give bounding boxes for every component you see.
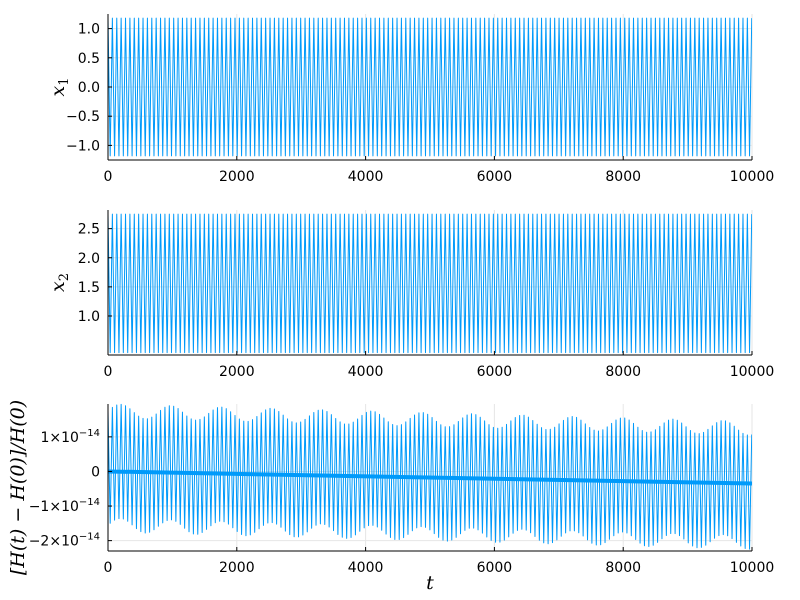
x-tick-label: 4000 bbox=[348, 169, 384, 185]
subplot-1: 0 2000 4000 6000 8000 10000 −1.0 −0.5 0.0 0.5 1.0 x… bbox=[47, 14, 774, 185]
series-line-1 bbox=[108, 213, 752, 354]
x-tick-label: 4000 bbox=[348, 560, 384, 576]
y-tick-label: 2.0 bbox=[78, 251, 100, 267]
subplot-3: 0 2000 4000 6000 8000 10000 −2×10−14 −1×10−14 0 1… bbox=[7, 400, 774, 594]
y-tick-label: 1.0 bbox=[78, 22, 100, 38]
x-tick-label: 0 bbox=[104, 560, 113, 576]
axes-frame bbox=[107, 404, 752, 552]
x-tick-label: 4000 bbox=[348, 364, 384, 380]
series-line-1 bbox=[108, 17, 752, 157]
y-tick-label: −1×10−14 bbox=[29, 497, 100, 515]
y-tick-label: 0 bbox=[91, 464, 100, 480]
y-tick-label: 1.0 bbox=[78, 309, 100, 325]
series-group bbox=[108, 213, 752, 354]
series-group bbox=[108, 17, 752, 157]
axes-frame bbox=[107, 210, 752, 356]
x-tick-label: 8000 bbox=[605, 364, 641, 380]
x-tick-label: 10000 bbox=[730, 169, 775, 185]
series-group bbox=[108, 403, 752, 550]
x-tick-label: 2000 bbox=[219, 364, 255, 380]
x-tick-label: 10000 bbox=[730, 560, 775, 576]
y-tick-label: 0.5 bbox=[78, 51, 100, 67]
x-tick-label: 8000 bbox=[605, 560, 641, 576]
y-tick-label: 0.0 bbox=[78, 80, 100, 96]
y-tick-label: 1.5 bbox=[78, 280, 100, 296]
y-tick-label: 1×10−14 bbox=[40, 428, 100, 446]
grid bbox=[107, 210, 753, 355]
x-tick-label: 6000 bbox=[477, 364, 513, 380]
y-tick-label: −2×10−14 bbox=[29, 532, 100, 550]
x-tick-label: 10000 bbox=[730, 364, 775, 380]
series-line-1 bbox=[108, 403, 752, 550]
y-tick-label: −0.5 bbox=[66, 109, 100, 125]
y-axis-label: x1 bbox=[47, 78, 72, 97]
x-tick-label: 2000 bbox=[219, 560, 255, 576]
x-tick-label: 0 bbox=[104, 364, 113, 380]
y-axis-label: [H(t) − H(0)]/H(0) bbox=[7, 400, 29, 575]
y-tick-label: −1.0 bbox=[66, 138, 100, 154]
x-tick-label: 6000 bbox=[477, 169, 513, 185]
subplot-2: 0 2000 4000 6000 8000 10000 1.0 1.5 2.0 2.5 x2 bbox=[47, 210, 774, 380]
x-tick-label: 2000 bbox=[219, 169, 255, 185]
y-tick-label: 2.5 bbox=[78, 222, 100, 238]
y-axis-label: x2 bbox=[47, 273, 72, 292]
series-line-2 bbox=[108, 469, 752, 486]
x-axis-label: t bbox=[426, 572, 434, 594]
x-tick-label: 6000 bbox=[477, 560, 513, 576]
x-tick-label: 0 bbox=[104, 169, 113, 185]
x-tick-label: 8000 bbox=[605, 169, 641, 185]
